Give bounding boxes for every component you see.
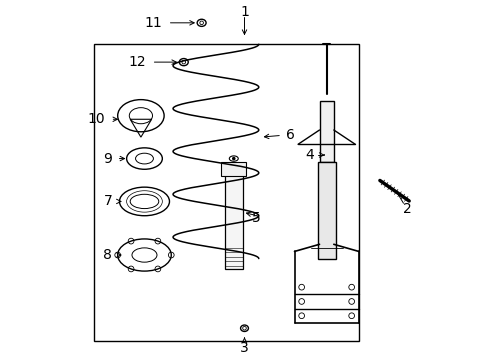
Text: 1: 1 <box>240 5 248 19</box>
Bar <box>224 173 242 269</box>
Bar <box>94 44 358 341</box>
Text: 10: 10 <box>87 112 105 126</box>
Text: 7: 7 <box>103 194 112 208</box>
Text: 9: 9 <box>103 152 112 166</box>
Text: 2: 2 <box>402 202 410 216</box>
Bar <box>221 162 246 176</box>
Text: 12: 12 <box>128 55 146 69</box>
Bar <box>319 102 333 162</box>
Text: 6: 6 <box>285 129 294 142</box>
Text: 11: 11 <box>144 16 162 30</box>
Text: 4: 4 <box>305 148 313 162</box>
Text: 3: 3 <box>240 341 248 355</box>
Text: 8: 8 <box>103 248 112 262</box>
Text: 5: 5 <box>251 211 260 225</box>
Circle shape <box>231 157 235 160</box>
Bar <box>317 162 335 258</box>
